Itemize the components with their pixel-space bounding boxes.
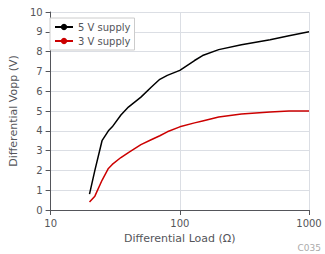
svg-text:3: 3 (36, 145, 42, 156)
svg-text:0: 0 (36, 205, 42, 216)
svg-text:7: 7 (36, 66, 42, 77)
svg-text:1000: 1000 (296, 218, 321, 229)
svg-text:9: 9 (36, 26, 42, 37)
svg-text:1: 1 (36, 185, 42, 196)
svg-text:Differential Load (Ω): Differential Load (Ω) (124, 232, 235, 245)
svg-text:10: 10 (30, 7, 43, 18)
svg-text:C035: C035 (298, 243, 321, 253)
svg-text:100: 100 (170, 218, 189, 229)
svg-text:8: 8 (36, 46, 42, 57)
svg-text:5: 5 (36, 106, 42, 117)
svg-text:10: 10 (44, 218, 57, 229)
svg-text:3 V supply: 3 V supply (78, 36, 131, 47)
svg-text:4: 4 (36, 125, 42, 136)
svg-text:Differential Vopp (V): Differential Vopp (V) (7, 55, 20, 167)
svg-text:6: 6 (36, 86, 42, 97)
svg-text:5 V supply: 5 V supply (78, 22, 131, 33)
svg-text:2: 2 (36, 165, 42, 176)
